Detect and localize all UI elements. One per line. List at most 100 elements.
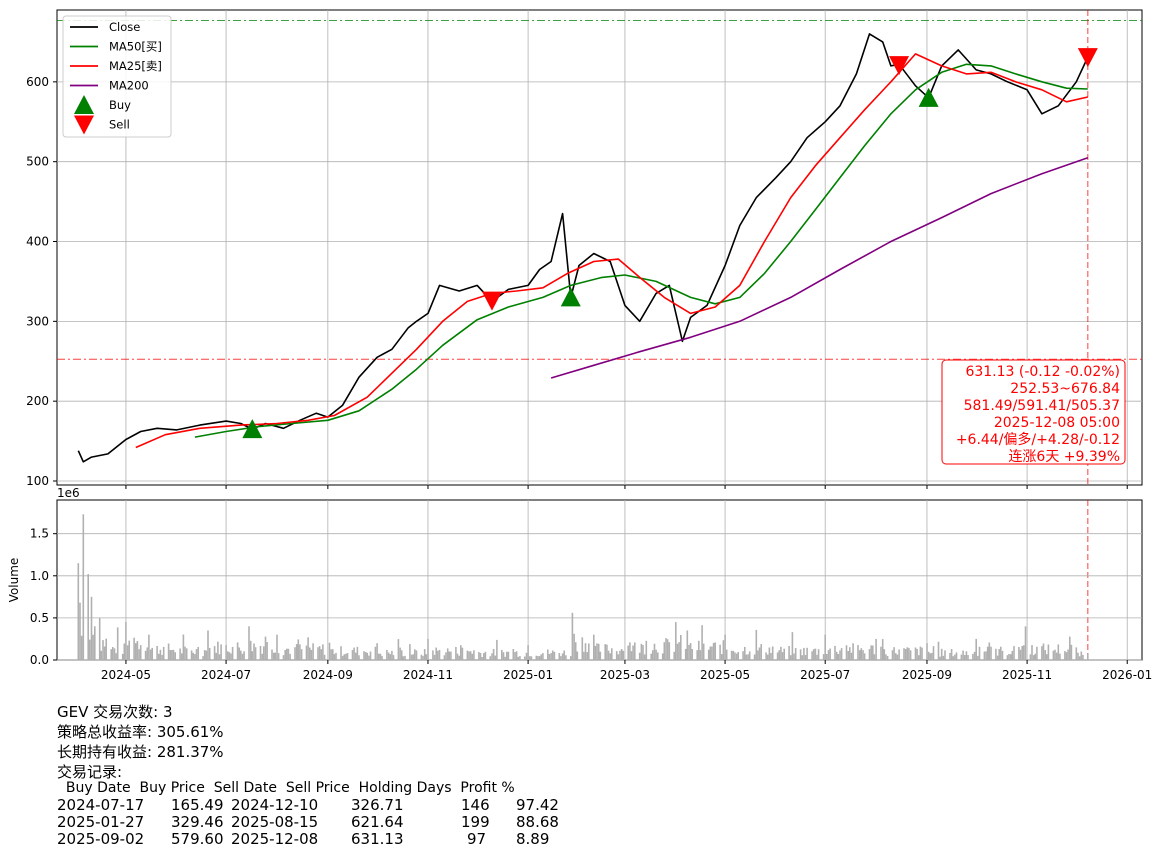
volume-bar [115, 653, 117, 660]
volume-bar [414, 649, 416, 660]
volume-bar [323, 654, 326, 660]
volume-bar [576, 651, 579, 660]
volume-bar [932, 646, 935, 660]
buy-marker [242, 419, 263, 439]
volume-bar [240, 650, 242, 660]
volume-bar [230, 653, 232, 660]
volume-bar [927, 651, 930, 660]
volume-bar [410, 654, 413, 660]
volume-bar [514, 652, 516, 660]
volume-bar [678, 642, 680, 660]
volume-bar [858, 650, 861, 660]
volume-bar [1000, 646, 1002, 660]
volume-bar [249, 640, 252, 660]
volume-bar [254, 647, 257, 660]
volume-bar [94, 626, 96, 660]
volume-bar [220, 644, 222, 660]
trade-records-table: Buy Date Buy Price Sell Date Sell Price … [57, 780, 559, 848]
volume-bar [309, 647, 311, 660]
sell-marker [889, 56, 910, 76]
volume-bar [135, 643, 137, 660]
volume-bar [340, 646, 342, 660]
volume-bar [484, 651, 487, 660]
volume-bar [850, 652, 853, 660]
volume-bar [450, 651, 452, 660]
volume-bar [676, 643, 679, 660]
volume-bar [816, 654, 818, 660]
price-level-lines [57, 10, 1142, 485]
volume-bar [420, 654, 423, 660]
volume-bar [834, 645, 836, 660]
volume-bar [146, 647, 149, 660]
trade-records-label: 交易记录: [57, 763, 123, 781]
volume-bar [684, 648, 687, 660]
annotation-box [941, 359, 1126, 465]
volume-bar [343, 654, 346, 660]
volume-bar [1059, 653, 1061, 660]
volume-bar [891, 650, 894, 660]
volume-bar [826, 654, 828, 660]
volume-bar [82, 514, 85, 660]
volume-bar [125, 622, 127, 660]
volume-bar [699, 650, 702, 660]
buy-price-cell: 329.46 [171, 813, 224, 831]
volume-bar [389, 654, 391, 660]
volume-bar [300, 649, 303, 660]
volume-bar [299, 644, 301, 660]
volume-bar [801, 655, 803, 660]
volume-bar [468, 651, 470, 660]
price-annotation: 631.13 (-0.12 -0.02%)252.53~676.84581.49… [941, 359, 1126, 465]
volume-bar [778, 650, 780, 660]
volume-bar [712, 642, 715, 660]
volume-bar [208, 648, 211, 660]
volume-bar [696, 650, 698, 660]
volume-bar [755, 629, 758, 660]
volume-bar [849, 647, 851, 660]
volume-bar [675, 622, 677, 660]
volume-bar [289, 653, 291, 660]
volume-bar [875, 638, 877, 660]
volume-bar [799, 649, 802, 660]
volume-bar [701, 625, 703, 660]
volume-bar [788, 646, 790, 660]
annotation-line: 631.13 (-0.12 -0.02%) [965, 364, 1120, 380]
volume-bar [742, 651, 744, 660]
volume-bar [1077, 652, 1079, 660]
volume-bar [1031, 645, 1033, 660]
volume-bar [77, 563, 80, 660]
volume-bar [87, 574, 89, 660]
volume-bar [634, 642, 636, 660]
volume-bar [317, 647, 319, 660]
volume-bar [1055, 652, 1058, 660]
volume-bar [1052, 650, 1055, 660]
volume-bar [949, 653, 951, 660]
volume-bar [231, 646, 234, 660]
x-tick-label: 2024-05 [101, 668, 151, 682]
volume-bar [551, 650, 554, 660]
volume-bar [753, 654, 756, 660]
volume-bar [906, 647, 909, 660]
volume-bar [550, 653, 552, 660]
volume-bar [1034, 653, 1037, 660]
volume-bar [445, 652, 447, 660]
volume-bar [307, 637, 309, 660]
volume-bar [123, 643, 126, 660]
volume-bar [422, 655, 424, 660]
volume-bar [364, 652, 367, 660]
volume-bar [599, 651, 602, 660]
volume-bar [535, 655, 538, 660]
volume-bar [126, 645, 129, 660]
volume-bar [437, 650, 439, 660]
volume-bar [404, 655, 406, 660]
profit-cell: 8.89 [516, 830, 550, 848]
volume-bar [203, 650, 206, 660]
volume-bar [686, 630, 689, 660]
volume-bar [803, 647, 805, 660]
volume-bar [415, 650, 418, 660]
volume-bar [1011, 650, 1014, 660]
volume-bar [478, 652, 480, 660]
volume-bar [483, 653, 485, 660]
x-tick-label: 2025-05 [700, 668, 750, 682]
volume-bar [620, 649, 623, 660]
sell-price-cell: 631.13 [351, 830, 404, 848]
